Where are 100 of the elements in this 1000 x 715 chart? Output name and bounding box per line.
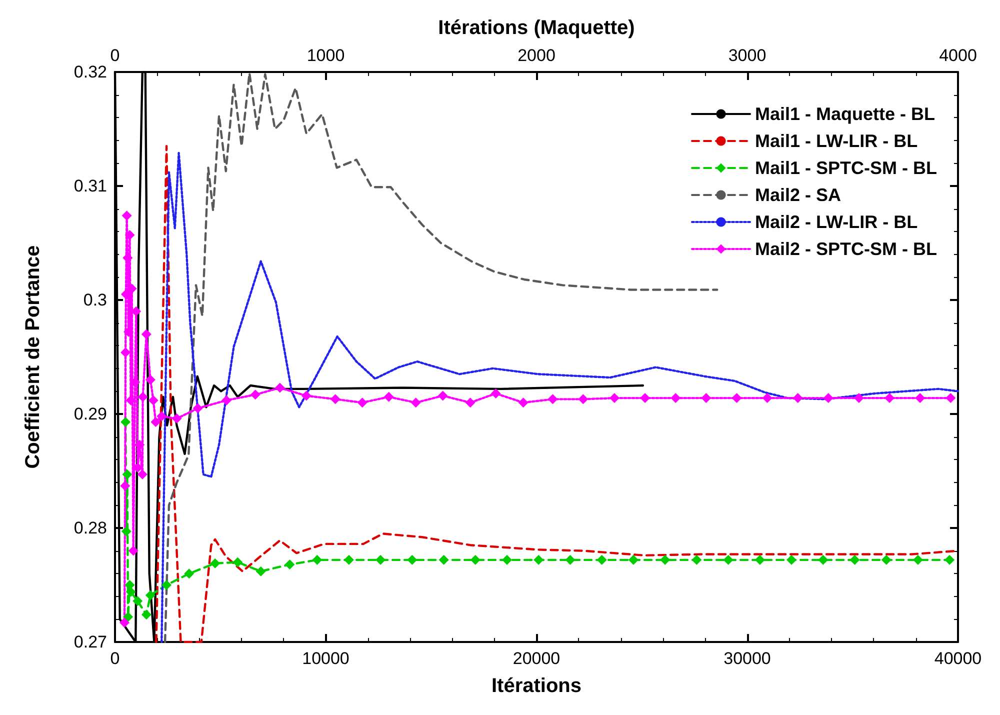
point bbox=[121, 526, 132, 536]
x2-tick-label: 0 bbox=[110, 46, 120, 65]
x-tick-label: 10000 bbox=[302, 649, 350, 668]
point bbox=[150, 416, 161, 427]
point bbox=[884, 393, 895, 404]
point bbox=[786, 554, 797, 565]
point bbox=[120, 416, 131, 427]
y-tick-label: 0.29 bbox=[74, 404, 107, 424]
line-series bbox=[164, 72, 718, 644]
y-tick-label: 0.27 bbox=[74, 632, 107, 652]
point bbox=[732, 393, 742, 404]
point bbox=[357, 398, 368, 408]
y-axis-title: Coefficient de Portance bbox=[22, 245, 44, 469]
point bbox=[946, 393, 956, 404]
point bbox=[438, 390, 448, 401]
point bbox=[221, 395, 232, 406]
point bbox=[470, 554, 480, 565]
point bbox=[156, 411, 167, 422]
point bbox=[141, 329, 152, 340]
point bbox=[126, 586, 136, 597]
point bbox=[596, 554, 607, 565]
point bbox=[210, 558, 220, 568]
point bbox=[518, 398, 528, 408]
point bbox=[148, 395, 158, 406]
point bbox=[141, 610, 152, 620]
point bbox=[407, 554, 418, 565]
y-tick-label: 0.31 bbox=[74, 176, 107, 196]
legend-label: Mail2 - SA bbox=[754, 185, 842, 205]
legend-label: Mail1 - Maquette - BL bbox=[754, 104, 936, 124]
point bbox=[312, 554, 322, 565]
x2-tick-label: 3000 bbox=[728, 46, 766, 65]
point bbox=[172, 414, 182, 424]
point bbox=[854, 393, 864, 404]
point bbox=[915, 393, 926, 404]
x-tick-label: 40000 bbox=[934, 649, 982, 668]
point bbox=[122, 469, 132, 480]
legend-label: Mail2 - LW-LIR - BL bbox=[754, 212, 918, 232]
point bbox=[120, 480, 130, 491]
point bbox=[256, 566, 266, 576]
point bbox=[912, 554, 923, 565]
point bbox=[184, 568, 194, 579]
legend-label: Mail1 - LW-LIR - BL bbox=[754, 131, 918, 151]
point bbox=[823, 393, 834, 404]
point bbox=[145, 374, 156, 385]
point bbox=[410, 398, 421, 408]
point bbox=[122, 210, 132, 221]
x-axis-title: Itérations bbox=[491, 675, 582, 697]
point bbox=[640, 393, 650, 404]
point bbox=[376, 554, 386, 565]
point bbox=[578, 394, 588, 404]
point bbox=[120, 347, 131, 358]
point bbox=[723, 554, 734, 565]
x2-tick-label: 1000 bbox=[306, 46, 345, 65]
point bbox=[628, 554, 638, 565]
point bbox=[609, 393, 620, 404]
point bbox=[232, 557, 243, 568]
y-tick-label: 0.28 bbox=[74, 518, 107, 538]
x2-tick-label: 2000 bbox=[518, 46, 556, 65]
point bbox=[565, 554, 576, 565]
point bbox=[192, 403, 203, 414]
point bbox=[137, 469, 148, 480]
point bbox=[701, 393, 712, 404]
x-tick-label: 0 bbox=[110, 649, 120, 668]
point bbox=[284, 559, 295, 570]
point bbox=[534, 554, 544, 565]
point bbox=[134, 440, 145, 450]
point bbox=[384, 392, 394, 402]
point bbox=[754, 554, 765, 565]
x-tick-label: 20000 bbox=[512, 649, 560, 668]
point bbox=[130, 377, 140, 388]
point bbox=[301, 390, 312, 401]
point bbox=[145, 590, 156, 600]
point bbox=[818, 554, 828, 565]
point bbox=[162, 580, 172, 590]
y-tick-label: 0.3 bbox=[83, 290, 107, 310]
x2-tick-label: 4000 bbox=[939, 46, 977, 65]
point bbox=[124, 230, 135, 240]
point bbox=[131, 306, 142, 316]
point bbox=[438, 554, 449, 565]
point bbox=[128, 546, 138, 556]
y-tick-label: 0.32 bbox=[74, 62, 107, 82]
x-tick-label: 30000 bbox=[724, 649, 771, 668]
point bbox=[465, 398, 476, 408]
point bbox=[490, 388, 501, 398]
point bbox=[692, 554, 702, 565]
point bbox=[344, 554, 354, 565]
point bbox=[250, 390, 260, 400]
point bbox=[881, 554, 892, 565]
x2-axis-title: Itérations (Maquette) bbox=[438, 17, 635, 39]
point bbox=[123, 612, 134, 622]
point bbox=[850, 554, 860, 565]
point bbox=[330, 394, 340, 404]
legend-label: Mail1 - SPTC-SM - BL bbox=[754, 158, 938, 178]
point bbox=[138, 392, 148, 402]
point bbox=[792, 393, 803, 404]
point bbox=[274, 382, 285, 393]
point bbox=[502, 554, 512, 565]
point bbox=[126, 395, 136, 406]
point bbox=[660, 554, 670, 565]
point bbox=[670, 393, 681, 404]
